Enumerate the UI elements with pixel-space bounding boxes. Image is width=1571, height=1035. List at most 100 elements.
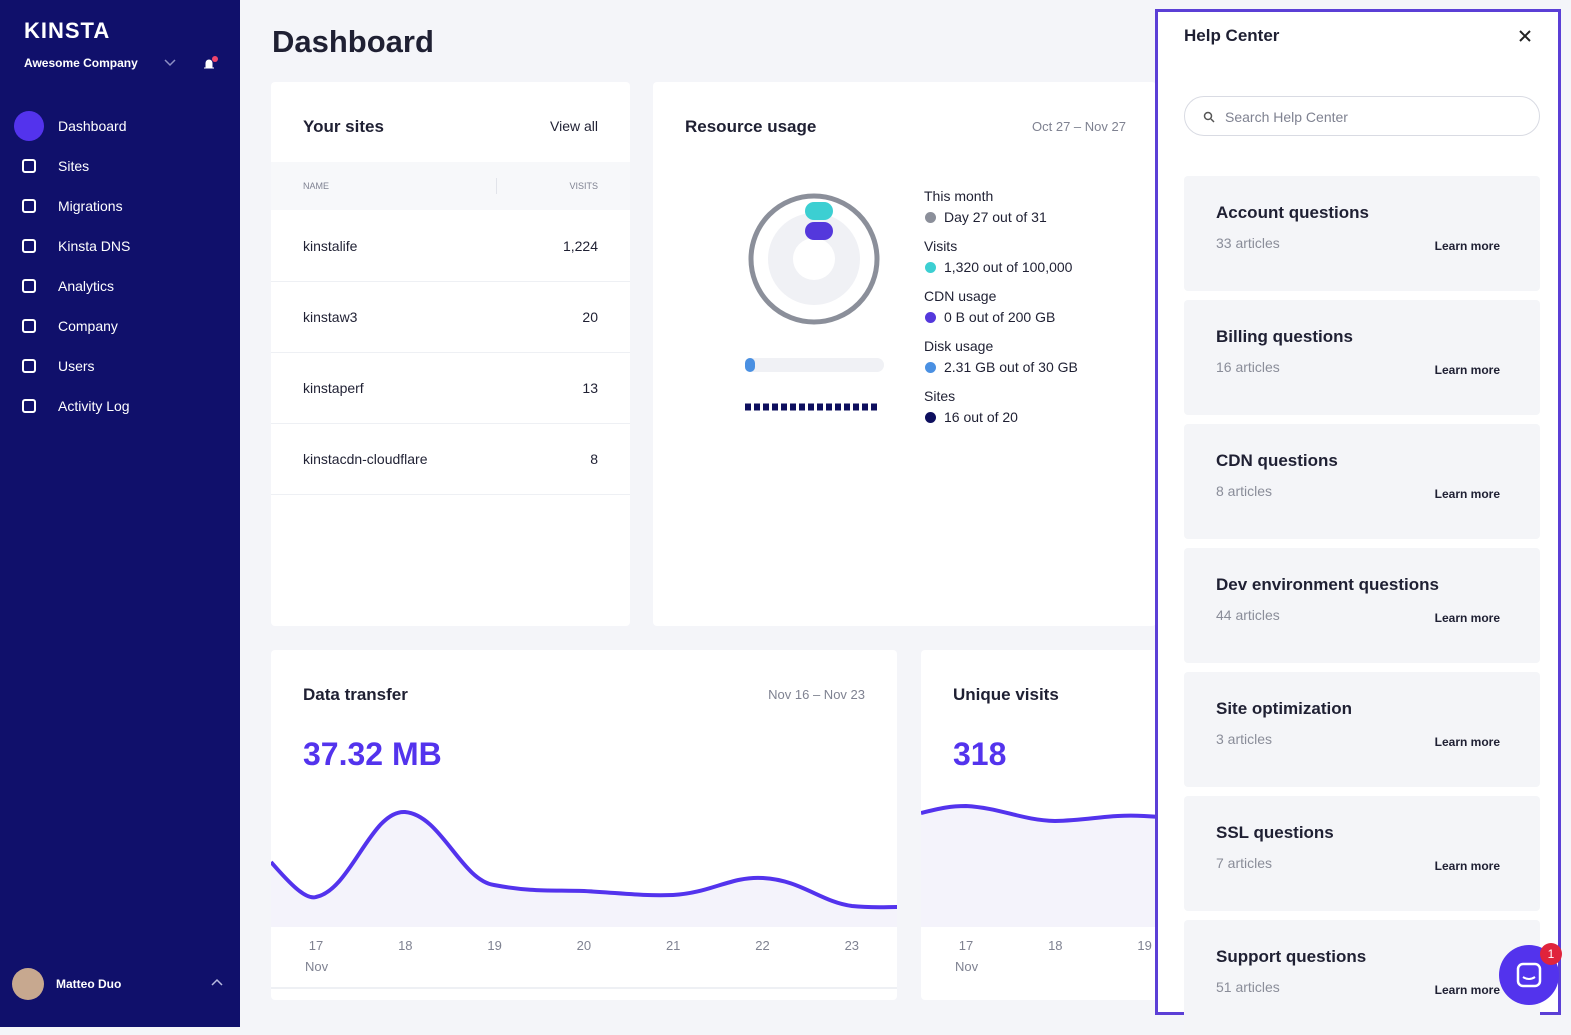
x-tick-label: 18 [1048, 938, 1063, 953]
legend-value: Day 27 out of 31 [944, 209, 1047, 225]
legend-dot [925, 262, 936, 273]
usage-graphic [745, 193, 884, 411]
card-title: Resource usage [685, 117, 817, 136]
your-sites-card: Your sites View all NAME VISITS kinstali… [271, 82, 630, 626]
column-header: VISITS [569, 181, 598, 191]
x-axis-month: Nov [305, 959, 329, 974]
nav-item[interactable]: Dashboard [0, 106, 240, 146]
nav-label: Migrations [58, 198, 123, 214]
divider [496, 178, 497, 194]
legend-label: Sites [924, 388, 956, 404]
category-title: Dev environment questions [1216, 575, 1439, 594]
total-value: 318 [953, 736, 1007, 772]
help-category[interactable]: Support questions 51 articles Learn more [1184, 920, 1540, 1035]
learn-more-link[interactable]: Learn more [1434, 983, 1500, 997]
search-input[interactable]: Search Help Center [1184, 96, 1540, 136]
learn-more-link[interactable]: Learn more [1434, 239, 1500, 253]
table-row[interactable]: kinstacdn-cloudflare 8 [271, 423, 630, 495]
site-name: kinstalife [303, 238, 358, 254]
category-title: Site optimization [1216, 699, 1352, 718]
nav-item[interactable]: Sites [0, 146, 240, 186]
legend-label: Visits [924, 238, 958, 254]
help-category[interactable]: Billing questions 16 articles Learn more [1184, 300, 1540, 415]
x-tick-label: 22 [755, 938, 770, 953]
x-tick-label: 19 [487, 938, 502, 953]
nav-icon [22, 359, 36, 373]
article-count: 44 articles [1216, 607, 1280, 623]
site-name: kinstaperf [303, 380, 364, 396]
site-name: kinstacdn-cloudflare [303, 451, 428, 467]
article-count: 7 articles [1216, 855, 1273, 871]
search-icon [1203, 111, 1215, 123]
help-category[interactable]: Account questions 33 articles Learn more [1184, 176, 1540, 291]
nav-item[interactable]: Analytics [0, 266, 240, 306]
chat-icon [1516, 962, 1542, 988]
learn-more-link[interactable]: Learn more [1434, 735, 1500, 749]
nav-label: Dashboard [58, 118, 127, 134]
nav-icon [14, 111, 44, 141]
article-count: 51 articles [1216, 979, 1280, 995]
x-tick-label: 21 [665, 938, 681, 953]
nav-item[interactable]: Kinsta DNS [0, 226, 240, 266]
trend-line [271, 809, 897, 989]
logo[interactable]: KINSTA [24, 18, 111, 43]
learn-more-link[interactable]: Learn more [1434, 859, 1500, 873]
site-visits: 13 [582, 380, 598, 396]
table-header: NAME VISITS [271, 162, 630, 210]
panel-title: Help Center [1184, 26, 1280, 45]
help-category[interactable]: Site optimization 3 articles Learn more [1184, 672, 1540, 787]
nav-label: Kinsta DNS [58, 238, 131, 254]
user-menu-toggle[interactable] [210, 978, 224, 988]
page-title: Dashboard [272, 24, 434, 59]
nav-item[interactable]: Company [0, 306, 240, 346]
trend-line [921, 803, 1161, 927]
view-all-link[interactable]: View all [550, 118, 598, 134]
x-tick-label: 17 [958, 938, 974, 953]
category-title: Support questions [1216, 947, 1367, 966]
nav-label: Activity Log [58, 398, 130, 414]
close-button[interactable] [1518, 29, 1532, 43]
table-row[interactable]: kinstaw3 20 [271, 281, 630, 353]
x-axis-month: Nov [955, 959, 979, 974]
nav-label: Company [58, 318, 118, 334]
site-visits: 8 [590, 451, 598, 467]
nav-item[interactable]: Users [0, 346, 240, 386]
table-row[interactable]: kinstalife 1,224 [271, 210, 630, 282]
table-row[interactable]: kinstaperf 13 [271, 352, 630, 424]
help-category[interactable]: Dev environment questions 44 articles Lear… [1184, 548, 1540, 663]
sidebar-icons [164, 56, 218, 69]
nav-icon [22, 199, 36, 213]
nav-label: Sites [58, 158, 90, 174]
article-count: 16 articles [1216, 359, 1280, 375]
user-name[interactable]: Matteo Duo [56, 977, 122, 991]
learn-more-link[interactable]: Learn more [1434, 611, 1500, 625]
company-switcher[interactable]: Awesome Company [24, 56, 138, 70]
learn-more-link[interactable]: Learn more [1434, 363, 1500, 377]
nav-label: Analytics [58, 278, 115, 294]
x-tick-label: 20 [576, 938, 592, 953]
avatar[interactable] [12, 968, 44, 1000]
nav-item[interactable]: Activity Log [0, 386, 240, 426]
notification-badge: 1 [1540, 943, 1562, 965]
help-category[interactable]: CDN questions 8 articles Learn more [1184, 424, 1540, 539]
learn-more-link[interactable]: Learn more [1434, 487, 1500, 501]
x-tick-label: 19 [1137, 938, 1152, 953]
date-range: Oct 27 – Nov 27 [1032, 119, 1126, 134]
data-transfer-card: Data transfer Nov 16 – Nov 23 37.32 MB 1… [271, 650, 897, 1000]
total-value: 37.32 MB [303, 736, 442, 772]
legend-label: This month [924, 188, 994, 204]
nav-icon [22, 399, 36, 413]
legend-label: Disk usage [924, 338, 994, 354]
site-visits: 1,224 [562, 238, 598, 254]
date-range: Nov 16 – Nov 23 [768, 687, 865, 702]
nav-item[interactable]: Migrations [0, 186, 240, 226]
column-header: NAME [303, 181, 330, 191]
card-title: Your sites [303, 117, 384, 136]
legend-dot [925, 312, 936, 323]
nav-icon [22, 239, 36, 253]
category-title: Account questions [1216, 203, 1370, 222]
resource-usage-card: Resource usage Oct 27 – Nov 27 This mont… [653, 82, 1156, 626]
nav-label: Users [58, 358, 95, 374]
legend-value: 16 out of 20 [944, 409, 1018, 425]
help-category[interactable]: SSL questions 7 articles Learn more [1184, 796, 1540, 911]
